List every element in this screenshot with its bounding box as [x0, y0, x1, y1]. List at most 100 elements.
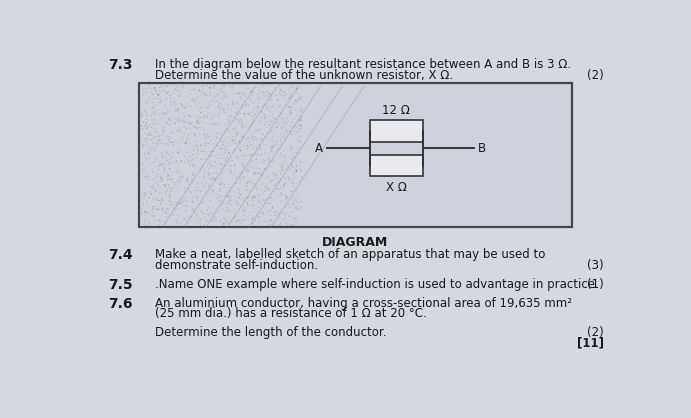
Point: [206, 153, 217, 159]
Point: [292, 112, 303, 118]
Point: [225, 194, 236, 200]
Point: [258, 145, 269, 152]
Point: [209, 158, 220, 165]
Point: [240, 153, 251, 159]
Point: [160, 154, 171, 161]
Point: [175, 196, 186, 203]
Point: [162, 170, 173, 176]
Point: [188, 104, 199, 110]
Point: [247, 145, 258, 152]
Point: [254, 141, 265, 148]
Point: [251, 109, 262, 115]
Point: [267, 163, 278, 170]
Point: [241, 166, 252, 172]
Point: [231, 132, 242, 139]
Point: [222, 115, 233, 121]
Point: [234, 181, 245, 187]
Point: [157, 175, 168, 182]
Point: [193, 154, 205, 161]
Point: [203, 155, 214, 161]
Point: [241, 194, 252, 201]
Point: [176, 129, 187, 136]
Point: [151, 193, 162, 200]
Point: [161, 90, 172, 97]
Point: [242, 179, 253, 186]
Point: [265, 158, 276, 165]
Point: [258, 157, 269, 163]
Point: [156, 174, 167, 181]
Point: [229, 210, 240, 217]
Point: [219, 163, 230, 169]
Point: [292, 145, 303, 152]
Point: [220, 193, 231, 200]
Point: [276, 130, 287, 137]
Point: [278, 184, 289, 191]
Point: [207, 187, 218, 194]
Point: [144, 160, 155, 167]
Point: [254, 165, 265, 172]
Point: [158, 129, 169, 136]
Point: [136, 189, 147, 196]
Point: [265, 162, 276, 168]
Point: [197, 163, 208, 169]
Point: [144, 221, 155, 228]
Point: [285, 155, 296, 161]
Point: [269, 158, 281, 165]
Point: [247, 195, 258, 201]
Point: [152, 129, 163, 135]
Point: [232, 153, 243, 160]
Point: [162, 83, 173, 89]
Point: [174, 115, 185, 121]
Point: [270, 195, 281, 201]
Point: [165, 160, 176, 166]
Point: [146, 105, 158, 112]
Point: [187, 158, 198, 165]
Text: Make a neat, labelled sketch of an apparatus that may be used to: Make a neat, labelled sketch of an appar…: [155, 248, 545, 261]
Point: [155, 97, 167, 104]
Point: [151, 179, 162, 186]
Point: [284, 104, 295, 110]
Point: [200, 82, 211, 89]
Point: [210, 206, 221, 213]
Point: [278, 185, 289, 192]
Point: [214, 209, 225, 216]
Point: [245, 202, 256, 209]
Point: [184, 102, 196, 109]
Point: [209, 159, 220, 166]
Point: [239, 111, 250, 117]
Point: [220, 215, 231, 222]
Point: [252, 195, 263, 201]
Point: [208, 203, 219, 209]
Point: [275, 111, 286, 118]
Point: [233, 217, 244, 223]
Point: [273, 145, 284, 152]
Point: [265, 97, 276, 103]
Point: [236, 120, 247, 127]
Point: [154, 191, 165, 197]
Point: [278, 216, 290, 223]
Point: [236, 96, 247, 103]
Point: [236, 218, 247, 224]
Point: [237, 125, 248, 131]
Point: [145, 209, 156, 216]
Point: [294, 122, 305, 128]
Point: [164, 115, 175, 121]
Point: [273, 179, 284, 186]
Point: [161, 213, 172, 220]
Point: [199, 168, 210, 175]
Point: [263, 221, 274, 228]
Point: [146, 124, 157, 131]
Point: [201, 218, 212, 224]
Point: [289, 174, 300, 181]
Point: [145, 182, 156, 189]
Point: [275, 177, 286, 184]
Point: [264, 177, 275, 184]
Point: [213, 97, 224, 104]
Point: [145, 212, 156, 219]
Point: [257, 89, 268, 96]
Point: [240, 123, 251, 130]
Point: [155, 150, 167, 156]
Point: [258, 140, 269, 147]
Point: [294, 96, 305, 102]
Point: [246, 158, 257, 164]
